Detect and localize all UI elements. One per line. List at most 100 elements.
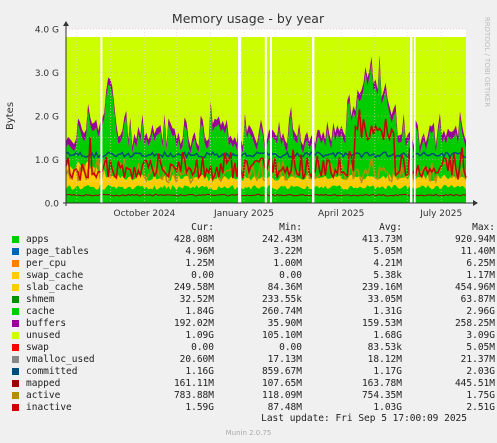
legend-min: 3.22M [273, 246, 302, 257]
legend-cur: 0.00 [191, 270, 214, 281]
x-axis-arrow [473, 200, 478, 206]
legend-swatch [12, 260, 19, 267]
legend-max: 6.25M [466, 258, 495, 269]
legend-swatch [12, 248, 19, 255]
legend-name: per_cpu [26, 258, 67, 269]
legend-cur: 1.09G [185, 330, 214, 341]
legend-swatch [12, 380, 19, 387]
legend-avg: 163.78M [361, 378, 402, 389]
data-gap [100, 29, 103, 203]
data-gap [238, 29, 242, 203]
legend-min: 233.55k [261, 294, 302, 305]
munin-version: Munin 2.0.75 [225, 429, 272, 437]
legend-row-per-cpu: per_cpu 1.25M 1.00M 4.21M 6.25M [12, 258, 495, 270]
legend-row-active: active 783.88M 118.09M 754.35M 1.75G [12, 390, 495, 402]
legend-row-page-tables: page_tables 4.96M 3.22M 5.05M 11.40M [12, 246, 495, 258]
legend-min: 107.65M [261, 378, 302, 389]
legend-row-vmalloc-used: vmalloc_used 20.60M 17.13M 18.12M 21.37M [12, 354, 495, 366]
y-axis-label: Bytes [5, 102, 16, 130]
legend-cur: 20.60M [179, 354, 214, 365]
legend-cur: 1.25M [185, 258, 214, 269]
legend-swatch [12, 404, 19, 411]
data-gap [312, 29, 315, 203]
legend-name: committed [26, 366, 78, 377]
legend-avg: 754.35M [361, 390, 402, 401]
legend-avg: 1.03G [373, 402, 402, 413]
legend-name: shmem [26, 294, 55, 305]
legend-min: 118.09M [261, 390, 302, 401]
legend-avg: 1.68G [373, 330, 402, 341]
legend-row-apps: apps 428.08M 242.43M 413.73M 920.94M [12, 234, 495, 246]
area-slab-cache [66, 161, 466, 190]
legend-name: mapped [26, 378, 61, 389]
legend-min: 87.48M [267, 402, 302, 413]
legend-min: 260.74M [261, 306, 302, 317]
area-buffers [66, 54, 466, 154]
legend-name: buffers [26, 318, 67, 329]
legend-min: 242.43M [261, 234, 302, 245]
legend-row-cache: cache 1.84G 260.74M 1.31G 2.96G [12, 306, 495, 318]
legend-max: 2.51G [466, 402, 495, 413]
legend-row-shmem: shmem 32.52M 233.55k 33.05M 63.87M [12, 294, 495, 306]
legend-swatch [12, 320, 19, 327]
legend-name: active [26, 390, 61, 401]
y-tick-label: 1.0 G [35, 156, 59, 166]
x-tick-label: January 2025 [213, 209, 274, 219]
legend-swatch [12, 356, 19, 363]
legend-min: 0.00 [279, 342, 302, 353]
legend-row-buffers: buffers 192.02M 35.90M 159.53M 258.25M [12, 318, 495, 330]
legend-swatch [12, 392, 19, 399]
legend-avg: 413.73M [361, 234, 402, 245]
legend-row-unused: unused 1.09G 105.10M 1.68G 3.09G [12, 330, 495, 342]
legend-swatch [12, 284, 19, 291]
legend-max: 21.37M [460, 354, 495, 365]
legend-cur: 32.52M [179, 294, 214, 305]
rrdtool-watermark: RRDTOOL / TOBI OETIKER [483, 17, 491, 107]
legend-table: Cur: Min: Avg: Max: apps 428.08M 242.43M 41… [12, 222, 495, 414]
legend-name: slab_cache [26, 282, 84, 293]
header-cur: Cur: [191, 222, 214, 233]
legend-cur: 161.11M [173, 378, 214, 389]
legend-header-row: Cur: Min: Avg: Max: [12, 222, 495, 234]
legend-cur: 1.84G [185, 306, 214, 317]
legend-cur: 428.08M [173, 234, 214, 245]
legend-name: vmalloc_used [26, 354, 95, 365]
legend-name: cache [26, 306, 55, 317]
legend-max: 5.05M [466, 342, 495, 353]
legend-min: 0.00 [279, 270, 302, 281]
legend-min: 35.90M [267, 318, 302, 329]
legend-max: 920.94M [454, 234, 495, 245]
legend-max: 454.96M [454, 282, 495, 293]
legend-min: 84.36M [267, 282, 302, 293]
legend-avg: 18.12M [367, 354, 402, 365]
legend-name: page_tables [26, 246, 89, 257]
legend-max: 445.51M [454, 378, 495, 389]
y-tick-label: 2.0 G [35, 113, 59, 123]
legend-swatch [12, 236, 19, 243]
memory-usage-chart: Memory usage - by year Bytes RRDTOOL / T… [5, 11, 491, 219]
legend-avg: 5.05M [373, 246, 402, 257]
legend-min: 17.13M [267, 354, 302, 365]
legend-row-committed: committed 1.16G 859.67M 1.17G 2.03G [12, 366, 495, 378]
x-tick-label: October 2024 [114, 209, 176, 219]
legend-max: 63.87M [460, 294, 495, 305]
legend-max: 3.09G [466, 330, 495, 341]
legend-max: 2.03G [466, 366, 495, 377]
legend-name: unused [26, 330, 61, 341]
legend-cur: 192.02M [173, 318, 214, 329]
legend-cur: 4.96M [185, 246, 214, 257]
x-tick-label: July 2025 [419, 209, 462, 219]
legend-avg: 4.21M [373, 258, 402, 269]
legend-name: swap_cache [26, 270, 84, 281]
legend-cur: 249.58M [173, 282, 214, 293]
legend-name: swap [26, 342, 49, 353]
legend-min: 105.10M [261, 330, 302, 341]
legend-cur: 1.59G [185, 402, 214, 413]
header-min: Min: [279, 222, 302, 233]
legend-swatch [12, 368, 19, 375]
legend-max: 258.25M [454, 318, 495, 329]
legend-row-swap: swap 0.00 0.00 83.53k 5.05M [12, 342, 495, 354]
last-update: Last update: Fri Sep 5 17:00:09 2025 [261, 413, 467, 424]
legend-row-slab-cache: slab_cache 249.58M 84.36M 239.16M 454.96M [12, 282, 495, 294]
legend-max: 1.75G [466, 390, 495, 401]
